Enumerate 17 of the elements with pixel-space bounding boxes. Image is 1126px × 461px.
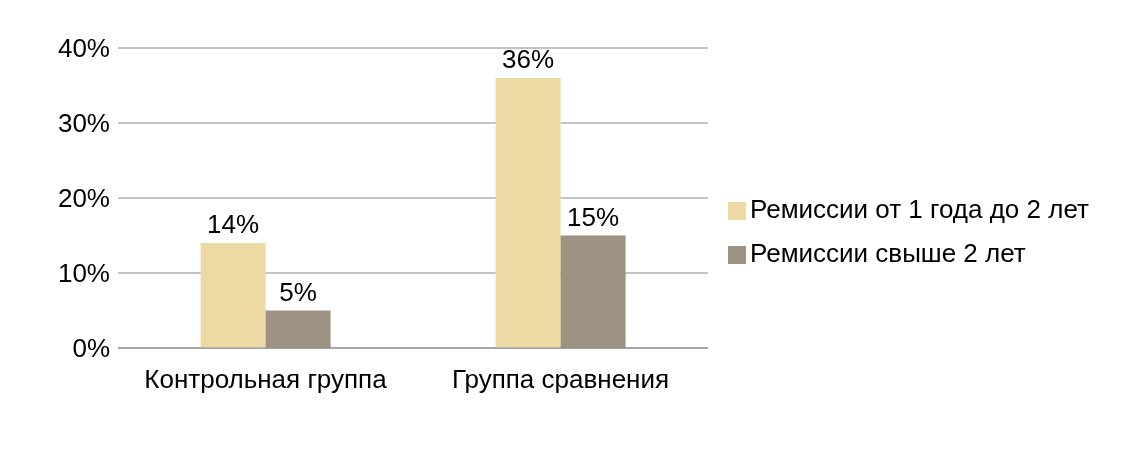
data-label: 15% — [567, 201, 620, 232]
x-tick-label: Группа сравнения — [451, 364, 670, 395]
bar — [200, 243, 266, 348]
data-label: 36% — [502, 44, 555, 74]
legend-label: Ремиссии свыше 2 лет — [750, 237, 1026, 268]
bar — [560, 235, 626, 348]
x-tick-label: Контрольная группа — [144, 364, 388, 395]
bar — [495, 78, 561, 348]
y-tick-label: 10% — [57, 258, 110, 289]
legend-label: Ремиссии от 1 года до 2 лет — [750, 193, 1089, 224]
y-tick-label: 30% — [57, 108, 110, 139]
data-label: 14% — [207, 209, 260, 239]
y-tick-label: 0% — [72, 333, 110, 364]
y-tick-label: 20% — [57, 183, 110, 214]
bar — [265, 310, 331, 348]
data-label: 5% — [279, 276, 317, 307]
y-tick-label: 40% — [57, 33, 110, 64]
